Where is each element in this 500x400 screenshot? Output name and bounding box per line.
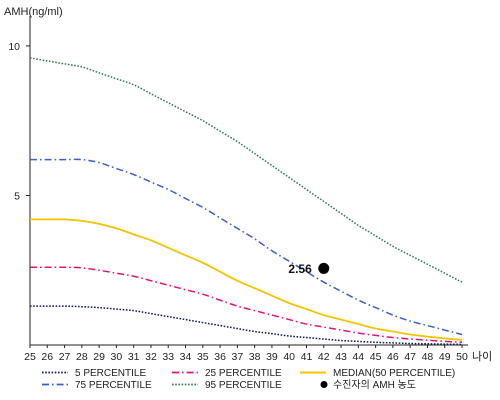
series-line-25-percentile — [29, 266, 463, 344]
series-line-median-50-percentile — [30, 218, 463, 341]
chart-legend: 5 PERCENTILE 25 PERCENTILE MEDIAN(50 PERCE… — [42, 368, 455, 391]
x-tick-label: 30 — [111, 351, 123, 363]
x-axis-title: 나이 — [472, 350, 492, 363]
x-tick-label: 40 — [283, 351, 295, 363]
legend-item-label: 75 PERCENTILE — [75, 380, 152, 391]
x-tick-label: 27 — [59, 351, 71, 363]
y-axis-title: AMH(ng/ml) — [4, 6, 63, 18]
series-line-95-percentile — [29, 57, 463, 283]
legend-item-label: MEDIAN(50 PERCENTILE) — [333, 368, 455, 379]
legend-item-label: 5 PERCENTILE — [75, 368, 146, 379]
x-tick-label: 32 — [145, 351, 157, 363]
x-tick-label: 33 — [162, 351, 174, 363]
x-tick-label: 45 — [370, 351, 382, 363]
x-tick-label: 43 — [335, 351, 347, 363]
patient-amh-value-label: 2.56 — [288, 262, 312, 276]
legend-item-label: 95 PERCENTILE — [205, 380, 282, 391]
x-tick-label: 31 — [128, 351, 140, 363]
chart-axes: 5 10 25 26 27 28 29 30 31 32 33 34 35 36 37 38 39 40 41 42 4… — [4, 6, 492, 363]
legend-item-label: 25 PERCENTILE — [205, 368, 282, 379]
x-tick-label: 50 — [456, 351, 468, 363]
x-tick-label: 41 — [301, 351, 313, 363]
legend-item-label: 수진자의 AMH 농도 — [333, 379, 416, 391]
y-tick-label: 10 — [8, 41, 20, 53]
x-tick-label: 39 — [266, 351, 278, 363]
x-tick-label: 34 — [180, 351, 192, 363]
x-tick-label: 25 — [24, 351, 36, 363]
series-line-75-percentile — [30, 158, 463, 336]
x-tick-label: 49 — [439, 351, 451, 363]
x-tick-label: 35 — [197, 351, 209, 363]
legend-swatch-point — [320, 381, 328, 388]
patient-amh-point — [318, 262, 330, 274]
x-tick-label: 28 — [76, 351, 88, 363]
chart-series-lines — [29, 57, 463, 346]
x-tick-label: 26 — [41, 351, 53, 363]
x-tick-label: 38 — [249, 351, 261, 363]
x-tick-label: 42 — [318, 351, 330, 363]
series-line-5-percentile — [30, 305, 463, 346]
chart-point-marks: 2.56 — [288, 262, 330, 276]
x-tick-label: 47 — [404, 351, 416, 363]
x-tick-label: 46 — [387, 351, 399, 363]
x-tick-label: 36 — [214, 351, 226, 363]
x-tick-label: 29 — [93, 351, 105, 363]
y-tick-label: 5 — [14, 190, 20, 202]
x-tick-label: 37 — [232, 351, 244, 363]
x-tick-label: 48 — [422, 351, 434, 363]
x-tick-label: 44 — [352, 351, 364, 363]
